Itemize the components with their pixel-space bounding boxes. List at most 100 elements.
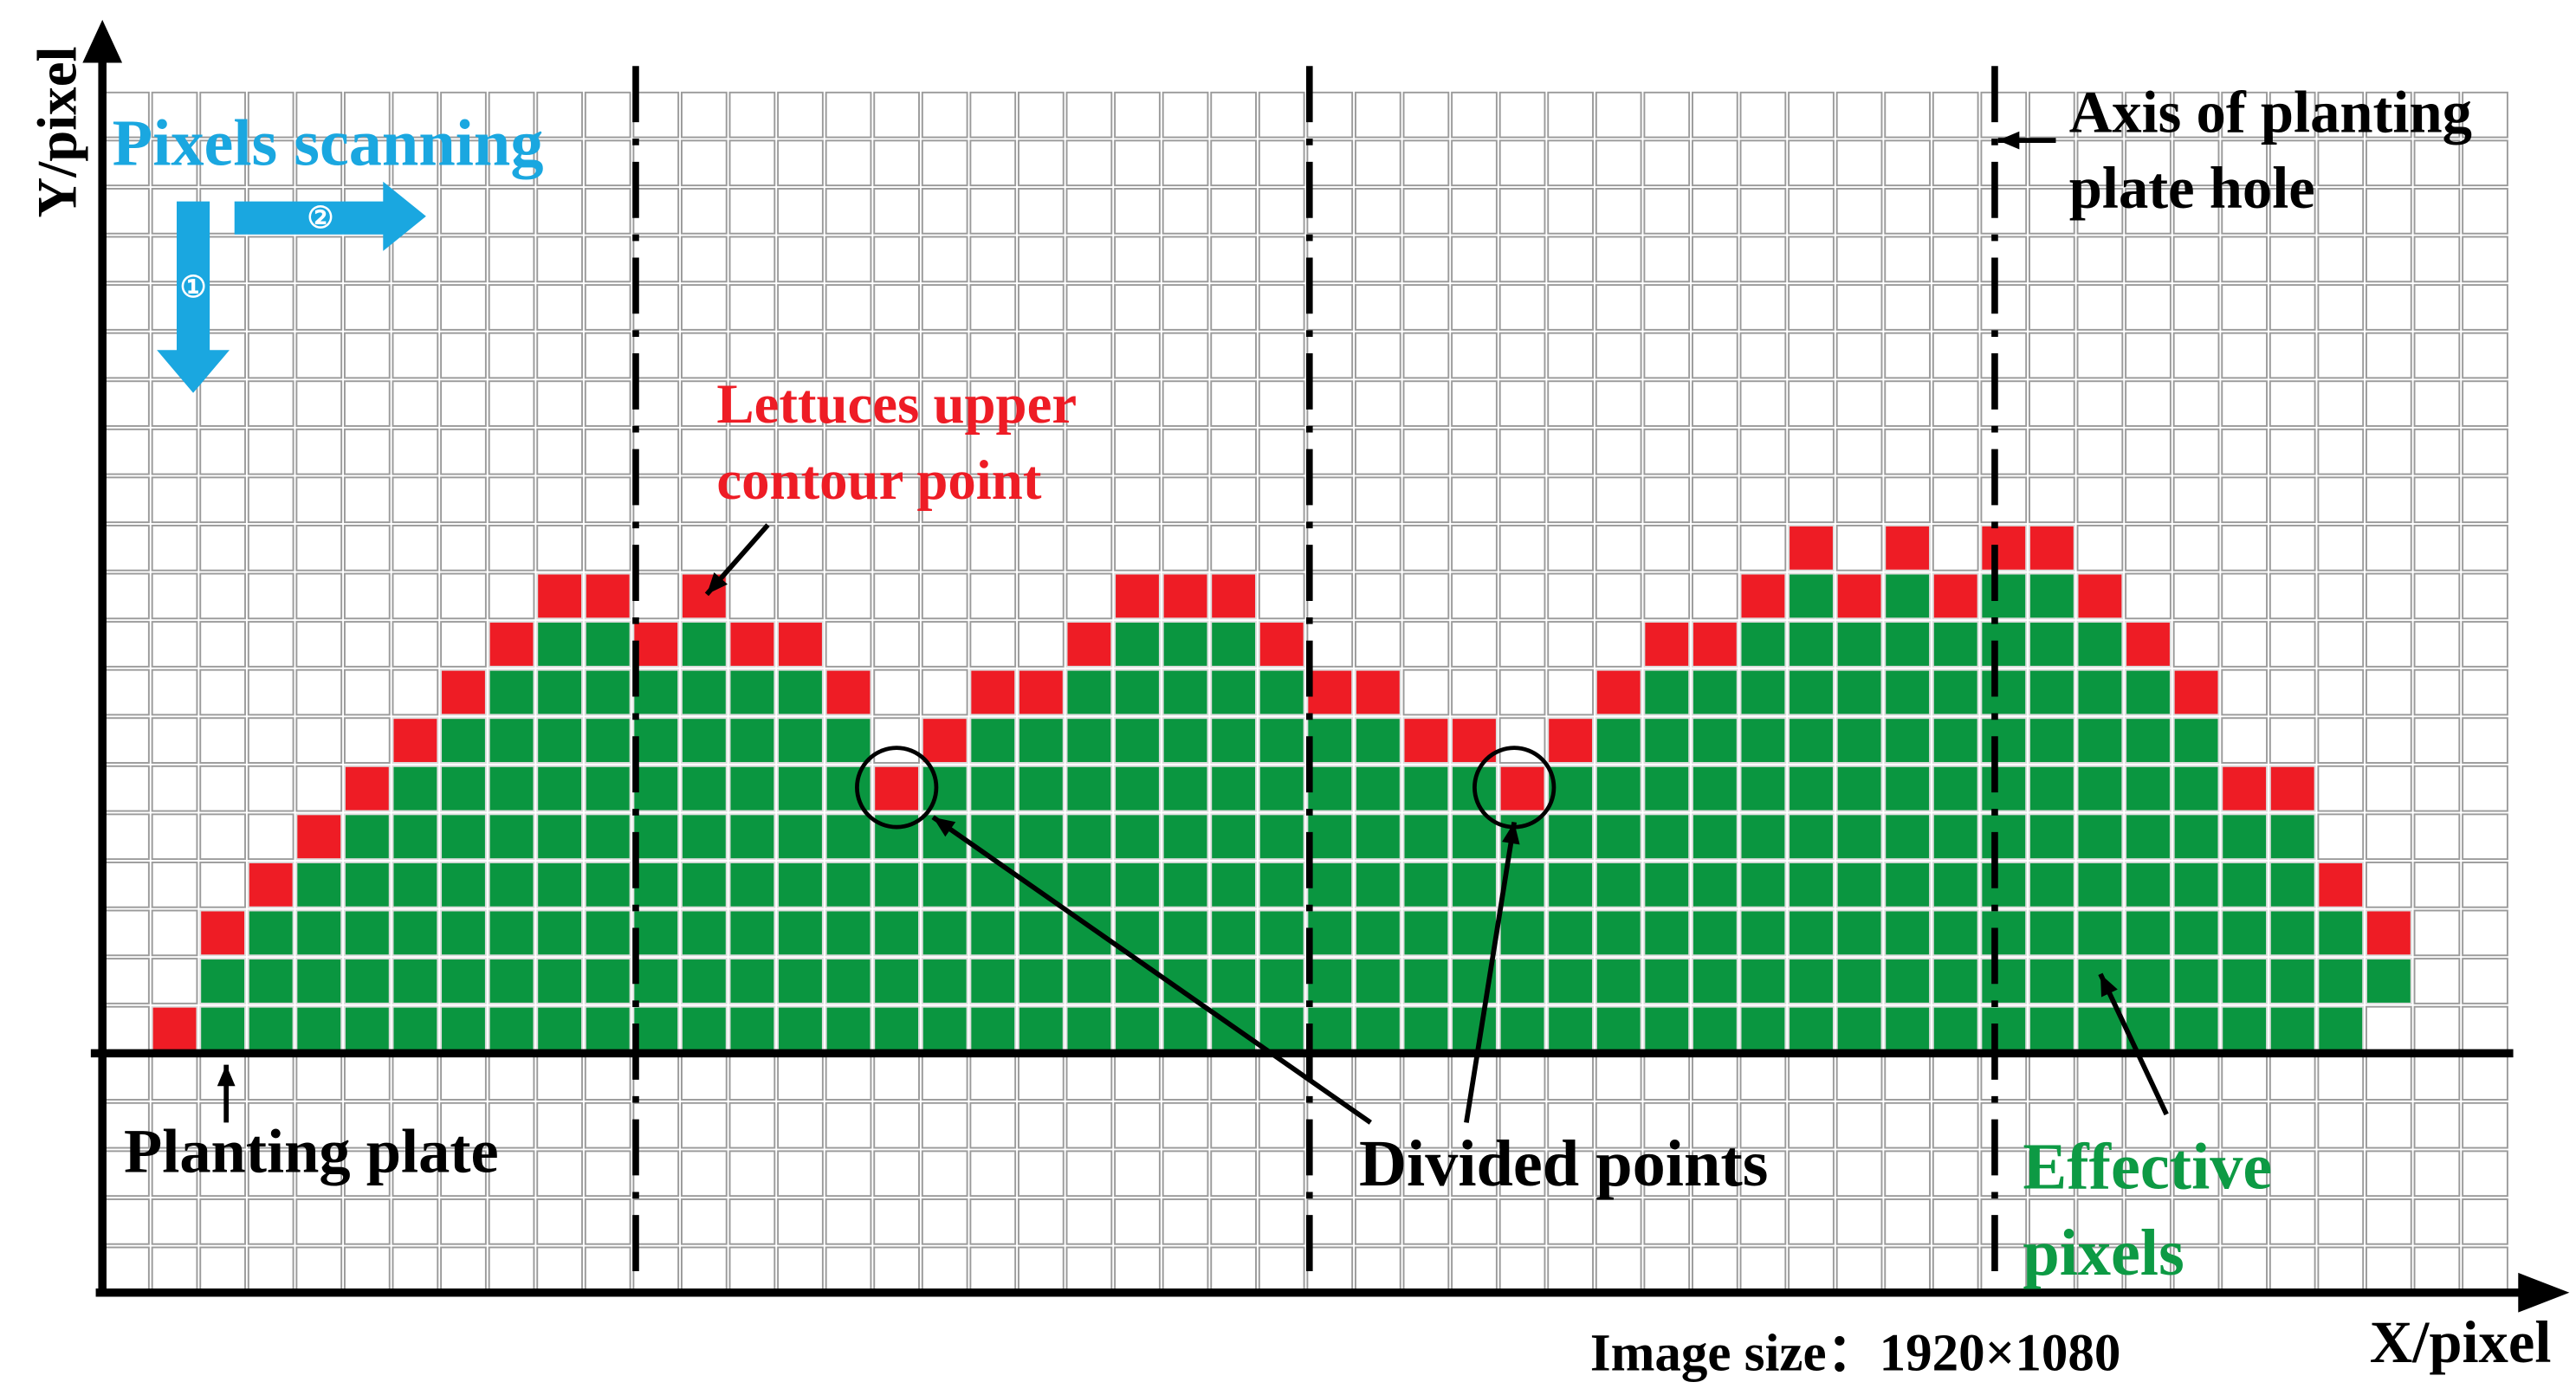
pixel (1162, 1150, 1209, 1198)
pixel (1210, 958, 1257, 1004)
pixel (536, 332, 583, 379)
pixel (969, 1054, 1017, 1101)
pixel (2172, 428, 2220, 475)
pixel (1162, 476, 1209, 524)
pixel (1932, 524, 1979, 572)
pixel (247, 717, 294, 764)
pixel (247, 1005, 294, 1053)
pixel (1932, 717, 1979, 764)
pixel (1018, 476, 1065, 524)
pixel (2076, 139, 2124, 187)
pixel (1835, 717, 1883, 764)
pixel (1065, 524, 1113, 572)
pixel (1355, 861, 1401, 908)
pixel (2076, 813, 2124, 861)
pixel (2221, 572, 2268, 620)
pixel (2269, 1198, 2316, 1245)
pixel (488, 476, 535, 524)
pixel (103, 1150, 150, 1198)
pixel (2029, 1198, 2075, 1245)
pixel (1692, 91, 1738, 139)
pixel (2366, 284, 2412, 331)
pixel (1498, 668, 1546, 716)
pixel (2172, 1150, 2220, 1198)
pixel (1788, 524, 1835, 572)
pixel (584, 958, 631, 1004)
pixel (1018, 1246, 1065, 1294)
pixel (1595, 765, 1642, 812)
pixel (777, 1150, 824, 1198)
pixel (873, 139, 920, 187)
pixel (2462, 909, 2508, 957)
pixel (199, 909, 246, 957)
pixel (440, 1054, 487, 1101)
pixel (536, 428, 583, 475)
pixel (1595, 813, 1642, 861)
pixel (1595, 91, 1642, 139)
pixel (1065, 813, 1113, 861)
pixel (440, 1150, 487, 1198)
pixel (536, 1150, 583, 1198)
pixel (681, 236, 728, 283)
pixel (2317, 91, 2365, 139)
pixel (728, 332, 776, 379)
pixel (1498, 1198, 1546, 1245)
pixel (777, 861, 824, 908)
pixel (632, 813, 680, 861)
pixel (1788, 958, 1835, 1004)
pixel (825, 332, 872, 379)
pixel (440, 524, 487, 572)
pixel (1162, 1054, 1209, 1101)
pixel (1739, 476, 1787, 524)
pixel (1306, 765, 1354, 812)
pixel (825, 813, 872, 861)
pixel (199, 958, 246, 1004)
pixel (2269, 1054, 2316, 1101)
pixel (2413, 1054, 2461, 1101)
pixel (295, 1150, 343, 1198)
pixel (1210, 621, 1257, 668)
pixel (2366, 332, 2412, 379)
pixel (1018, 621, 1065, 668)
pixel (1402, 139, 1450, 187)
axis-hole-label: plate hole (2069, 155, 2315, 221)
pixel (1547, 332, 1594, 379)
plate-label: Planting plate (124, 1116, 499, 1186)
pixel (1692, 668, 1738, 716)
pixel (777, 187, 824, 235)
pixel (777, 621, 824, 668)
pixel (1306, 813, 1354, 861)
pixel (1498, 91, 1546, 139)
pixel (1065, 236, 1113, 283)
pixel (1932, 668, 1979, 716)
pixel (1980, 476, 2028, 524)
pixel (488, 91, 535, 139)
pixel (1980, 1246, 2028, 1294)
pixel (1835, 476, 1883, 524)
pixel (488, 428, 535, 475)
pixel (2269, 284, 2316, 331)
pixel (873, 668, 920, 716)
pixel (1643, 1246, 1691, 1294)
pixel (1210, 1101, 1257, 1149)
pixel (1258, 91, 1305, 139)
pixel (1258, 717, 1305, 764)
pixel (2413, 139, 2461, 187)
pixel (151, 1246, 198, 1294)
pixel (392, 572, 439, 620)
pixel (2413, 1246, 2461, 1294)
pixel (1835, 1246, 1883, 1294)
pixel (1547, 236, 1594, 283)
pixel (1980, 621, 2028, 668)
pixel (1788, 428, 1835, 475)
pixel (632, 236, 680, 283)
pixel (2462, 572, 2508, 620)
pixel (1547, 572, 1594, 620)
pixel (1595, 668, 1642, 716)
pixel (1451, 1198, 1498, 1245)
pixel (1835, 1054, 1883, 1101)
pixel (1065, 717, 1113, 764)
pixel (921, 380, 968, 427)
pixel (1210, 1246, 1257, 1294)
scan-arrow (157, 201, 230, 393)
